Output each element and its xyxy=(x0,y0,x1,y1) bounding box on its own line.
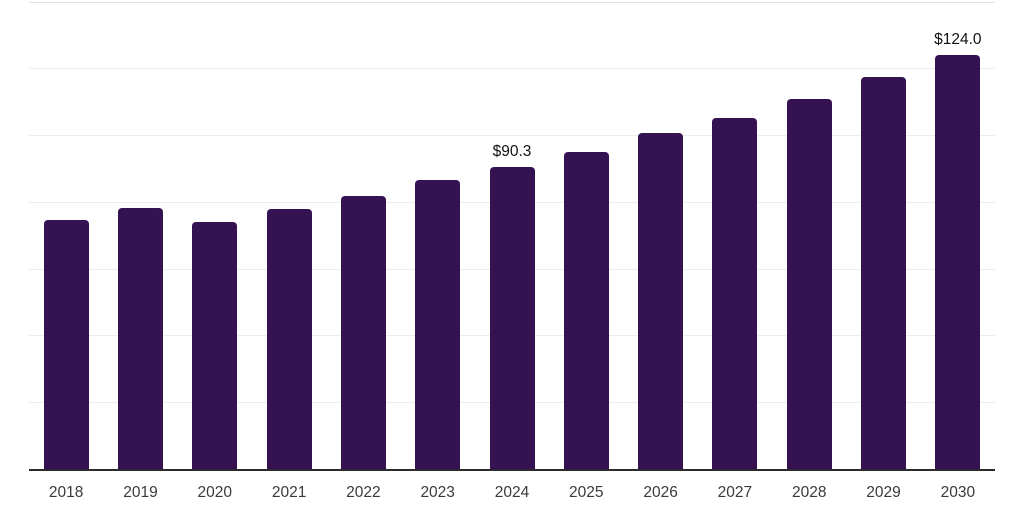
x-tick-2019: 2019 xyxy=(123,484,158,501)
bar-2022 xyxy=(340,195,386,469)
bar-2018 xyxy=(43,219,89,469)
bar-2027 xyxy=(712,117,758,469)
x-tick-2027: 2027 xyxy=(717,484,753,501)
x-tick-2029: 2029 xyxy=(866,484,901,501)
x-tick-2020: 2020 xyxy=(197,484,232,501)
bar-2025 xyxy=(563,151,609,469)
bar-2026 xyxy=(638,133,684,469)
x-tick-2018: 2018 xyxy=(48,484,84,501)
value-label-2024: $90.3 xyxy=(492,143,532,161)
bar-2021 xyxy=(266,209,312,469)
bar-2019 xyxy=(117,207,163,469)
x-tick-2030: 2030 xyxy=(940,484,976,501)
x-tick-2026: 2026 xyxy=(643,484,678,501)
x-axis-line xyxy=(29,469,995,471)
bar-2024 xyxy=(489,167,535,469)
bar-2023 xyxy=(415,180,461,469)
x-tick-2022: 2022 xyxy=(346,484,381,501)
bar-2020 xyxy=(192,221,238,469)
bar-2029 xyxy=(861,76,907,469)
gridline-120 xyxy=(29,68,995,70)
bar-2028 xyxy=(786,98,832,469)
x-tick-2024: 2024 xyxy=(494,484,530,501)
gridline-100 xyxy=(29,135,995,137)
bar-2030 xyxy=(935,54,981,469)
x-tick-2025: 2025 xyxy=(569,484,604,501)
x-tick-2021: 2021 xyxy=(271,484,307,501)
gridline-140 xyxy=(29,1,995,3)
value-label-2030: $124.0 xyxy=(934,30,982,48)
x-tick-2023: 2023 xyxy=(420,484,455,501)
x-tick-2028: 2028 xyxy=(791,484,827,501)
